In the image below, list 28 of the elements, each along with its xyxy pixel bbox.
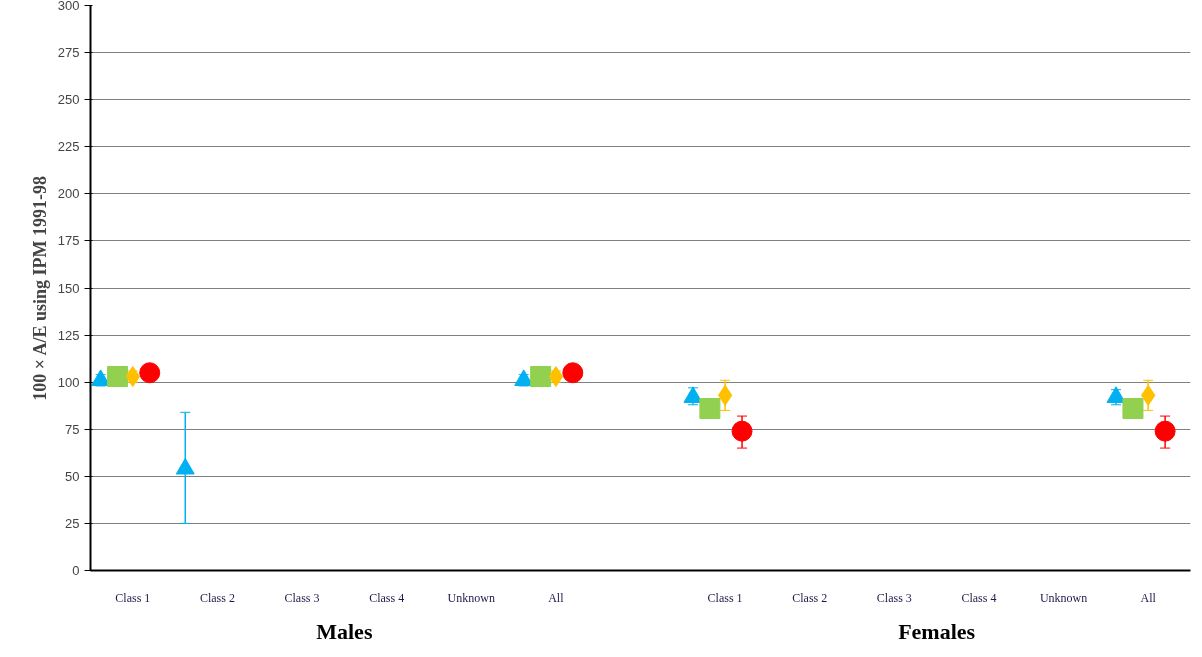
x-tick-label: Class 4 — [961, 590, 997, 605]
y-axis-title: 100 × A/E using IPM 1991-98 — [29, 176, 50, 401]
y-tick-label: 0 — [72, 563, 80, 578]
y-tick-label: 125 — [57, 327, 80, 343]
text: Males — [316, 618, 373, 644]
y-tick-label: 100 — [57, 374, 80, 390]
y-tick-label: 175 — [57, 233, 80, 249]
x-tick-label: All — [548, 590, 565, 605]
y-tick-label: 75 — [65, 421, 80, 437]
x-tick-label: Class 2 — [792, 590, 828, 605]
y-tick-label: 275 — [57, 45, 80, 61]
y-tick-label: 150 — [57, 280, 80, 296]
x-tick-label: Unknown — [447, 590, 495, 605]
x-tick-label: Class 4 — [369, 590, 405, 605]
y-tick-label: 250 — [57, 92, 80, 108]
x-tick-label: Class 3 — [876, 590, 912, 605]
x-tick-label: Unknown — [1039, 590, 1088, 605]
x-tick-label: Class 1 — [707, 590, 743, 605]
y-tick-label: 50 — [65, 468, 80, 484]
x-tick-label: All — [1140, 590, 1157, 605]
y-tick-label: 225 — [57, 139, 80, 155]
x-tick-label: Class 2 — [199, 590, 235, 605]
x-tick-label: Class 3 — [284, 590, 320, 605]
y-tick-label: 300 — [57, 0, 80, 13]
y-tick-label: 25 — [65, 515, 80, 531]
x-tick-label: Class 1 — [115, 590, 151, 605]
y-tick-label: 200 — [57, 186, 80, 202]
text: Females — [898, 618, 976, 644]
